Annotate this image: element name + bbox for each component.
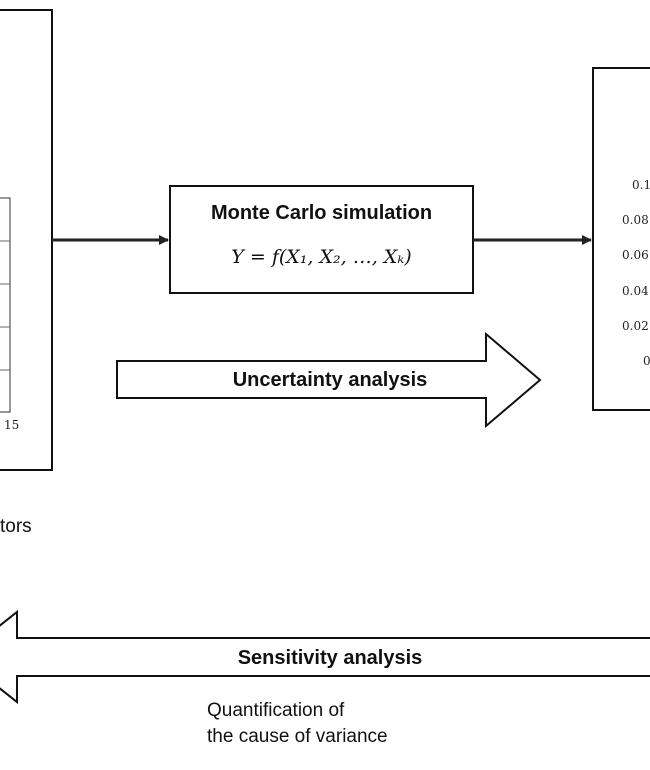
model-formula: Y = f(X₁, X₂, …, Xₖ) [231,246,412,268]
right-panel-frame [592,67,650,411]
left-panel-frame [0,9,53,471]
left-chart-axes [0,197,11,413]
right-chart-y-tick: 0.06 [622,248,649,262]
left-chart-x-tick: 15 [4,418,20,432]
sensitivity-arrow-shape [0,609,650,705]
left-panel-caption-fragment: tors [0,516,32,537]
monte-carlo-box [169,185,474,294]
sensitivity-note-line-1: Quantification of [207,700,345,721]
sensitivity-analysis-label: Sensitivity analysis [237,647,423,669]
right-chart-y-tick: 0 [643,354,650,368]
uncertainty-analysis-label: Uncertainty analysis [232,369,428,391]
right-chart-y-tick: 0.02 [622,319,649,333]
sensitivity-note-line-2: the cause of variance [207,726,388,747]
right-chart-y-tick: 0.1 [632,178,650,192]
right-chart-y-tick: 0.08 [622,213,649,227]
right-chart-y-tick: 0.04 [622,284,649,298]
uncertainty-arrow-shape [116,331,542,429]
monte-carlo-title: Monte Carlo simulation [210,202,433,224]
